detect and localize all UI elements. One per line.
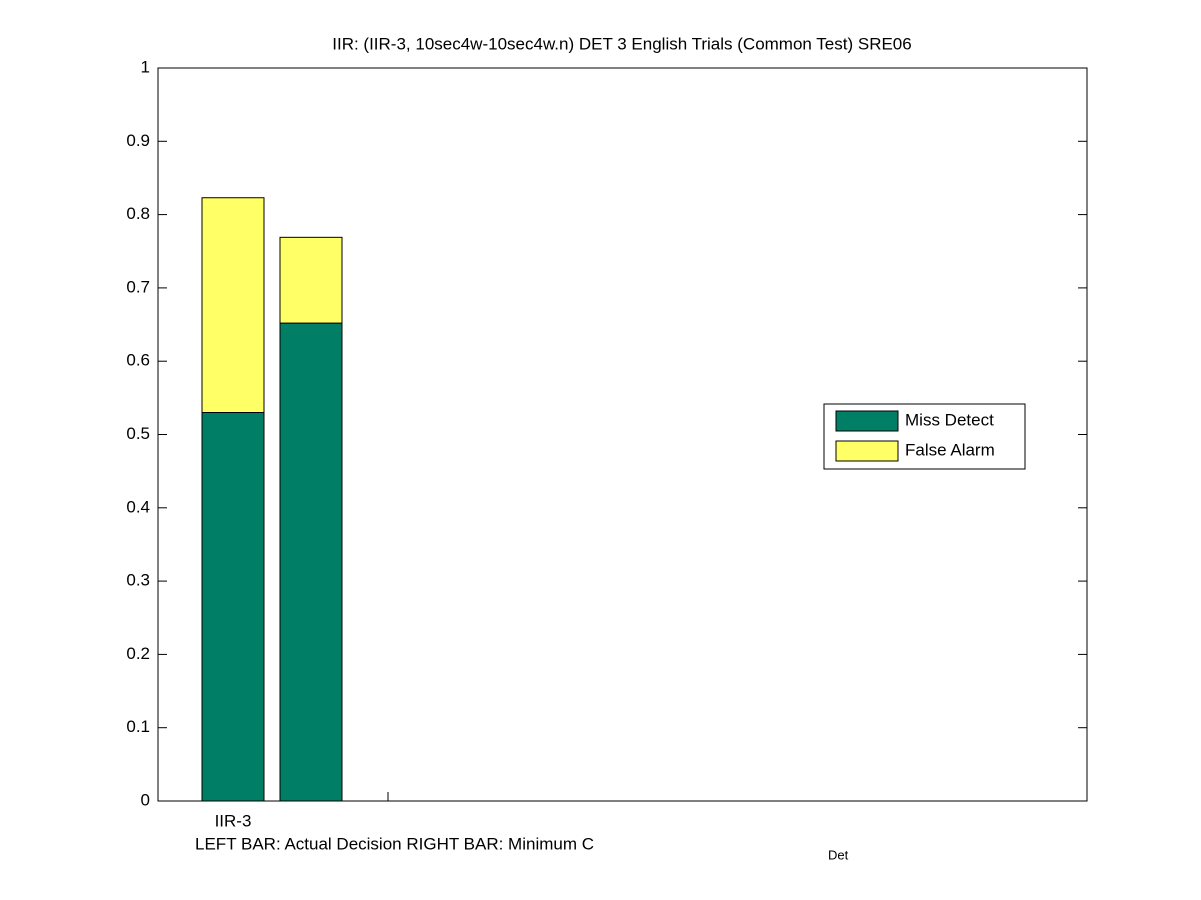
x-axis-label: LEFT BAR: Actual Decision RIGHT BAR: Min…	[195, 834, 594, 853]
bar-segment	[201, 197, 265, 414]
y-tick-label: 0.2	[126, 644, 150, 663]
legend-swatch	[835, 410, 899, 432]
y-tick-label: 0	[141, 790, 150, 809]
y-tick-label: 0.8	[126, 204, 150, 223]
bar-segment	[279, 322, 343, 802]
legend-label: False Alarm	[905, 440, 995, 459]
y-tick-label: 0.7	[126, 277, 150, 296]
bar-segment	[279, 236, 343, 324]
x-axis-label-subscript: Det	[828, 847, 849, 862]
legend-label: Miss Detect	[905, 410, 994, 429]
y-tick-label: 0.9	[126, 131, 150, 150]
bar-segment	[201, 412, 265, 802]
x-tick-label: IIR-3	[215, 811, 252, 830]
legend-swatch	[835, 440, 899, 462]
y-tick-label: 1	[141, 57, 150, 76]
y-tick-label: 0.6	[126, 351, 150, 370]
y-tick-label: 0.5	[126, 424, 150, 443]
y-tick-label: 0.1	[126, 717, 150, 736]
y-tick-label: 0.3	[126, 571, 150, 590]
y-tick-label: 0.4	[126, 497, 150, 516]
chart-title: IIR: (IIR-3, 10sec4w-10sec4w.n) DET 3 En…	[332, 34, 911, 53]
